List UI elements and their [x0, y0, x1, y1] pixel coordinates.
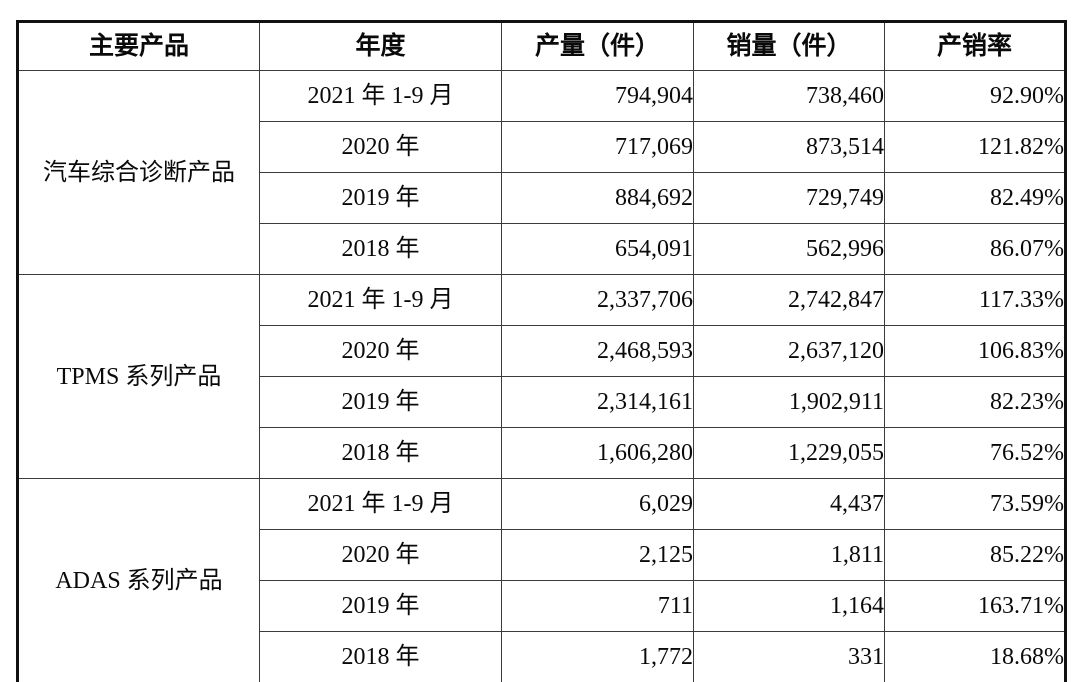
header-sales: 销量（件）: [693, 21, 885, 71]
sales-cell: 331: [693, 631, 885, 682]
table-row: 2020 年 2,468,593 2,637,120 106.83%: [18, 325, 1066, 377]
table-row: 2018 年 654,091 562,996 86.07%: [18, 223, 1066, 275]
ratio-cell: 117.33%: [884, 274, 1066, 326]
period-cell: 2019 年: [259, 580, 502, 632]
period-cell: 2021 年 1-9 月: [259, 478, 502, 530]
production-cell: 1,606,280: [501, 427, 694, 479]
table-row: 汽车综合诊断产品 2021 年 1-9 月 794,904 738,460 92…: [17, 70, 1066, 275]
ratio-cell: 121.82%: [884, 121, 1066, 173]
period-cell: 2020 年: [259, 325, 502, 377]
production-cell: 2,337,706: [501, 274, 694, 326]
sales-cell: 2,637,120: [693, 325, 885, 377]
sales-cell: 1,164: [693, 580, 885, 632]
table-row: 2020 年 2,125 1,811 85.22%: [18, 529, 1066, 581]
ratio-cell: 92.90%: [884, 70, 1066, 122]
period-cell: 2019 年: [259, 172, 502, 224]
sales-cell: 1,229,055: [693, 427, 885, 479]
production-cell: 794,904: [501, 70, 694, 122]
sales-cell: 562,996: [693, 223, 885, 275]
ratio-cell: 163.71%: [884, 580, 1066, 632]
table-header-row: 主要产品 年度 产量（件） 销量（件） 产销率: [17, 21, 1066, 71]
period-cell: 2018 年: [259, 427, 502, 479]
period-cell: 2020 年: [259, 529, 502, 581]
table-row: 2018 年 1,606,280 1,229,055 76.52%: [18, 427, 1066, 479]
sales-cell: 729,749: [693, 172, 885, 224]
period-cell: 2018 年: [259, 223, 502, 275]
ratio-cell: 86.07%: [884, 223, 1066, 275]
table-row: 2019 年 2,314,161 1,902,911 82.23%: [18, 376, 1066, 428]
product-group-label: TPMS 系列产品: [17, 274, 260, 479]
ratio-cell: 85.22%: [884, 529, 1066, 581]
header-product: 主要产品: [17, 21, 260, 71]
period-cell: 2021 年 1-9 月: [259, 70, 502, 122]
production-cell: 711: [501, 580, 694, 632]
sales-cell: 873,514: [693, 121, 885, 173]
production-cell: 884,692: [501, 172, 694, 224]
production-cell: 2,125: [501, 529, 694, 581]
header-production: 产量（件）: [501, 21, 694, 71]
production-sales-table: 主要产品 年度 产量（件） 销量（件） 产销率 汽车综合诊断产品 2021 年 …: [16, 20, 1067, 682]
production-cell: 2,314,161: [501, 376, 694, 428]
ratio-cell: 76.52%: [884, 427, 1066, 479]
production-cell: 717,069: [501, 121, 694, 173]
ratio-cell: 18.68%: [884, 631, 1066, 682]
header-period: 年度: [259, 21, 502, 71]
period-cell: 2021 年 1-9 月: [259, 274, 502, 326]
sales-cell: 1,811: [693, 529, 885, 581]
production-cell: 2,468,593: [501, 325, 694, 377]
ratio-cell: 82.49%: [884, 172, 1066, 224]
period-cell: 2018 年: [259, 631, 502, 682]
period-cell: 2019 年: [259, 376, 502, 428]
production-cell: 6,029: [501, 478, 694, 530]
table-row: 2018 年 1,772 331 18.68%: [18, 631, 1066, 682]
sales-cell: 4,437: [693, 478, 885, 530]
table-row: TPMS 系列产品 2021 年 1-9 月 2,337,706 2,742,8…: [17, 274, 1066, 479]
table-row: ADAS 系列产品 2021 年 1-9 月 6,029 4,437 73.59…: [17, 478, 1066, 682]
product-group-label: ADAS 系列产品: [17, 478, 260, 682]
period-cell: 2020 年: [259, 121, 502, 173]
ratio-cell: 82.23%: [884, 376, 1066, 428]
production-cell: 1,772: [501, 631, 694, 682]
sales-cell: 2,742,847: [693, 274, 885, 326]
sales-cell: 738,460: [693, 70, 885, 122]
product-group-label: 汽车综合诊断产品: [17, 70, 260, 275]
production-cell: 654,091: [501, 223, 694, 275]
sales-cell: 1,902,911: [693, 376, 885, 428]
ratio-cell: 73.59%: [884, 478, 1066, 530]
ratio-cell: 106.83%: [884, 325, 1066, 377]
header-ratio: 产销率: [884, 21, 1066, 71]
